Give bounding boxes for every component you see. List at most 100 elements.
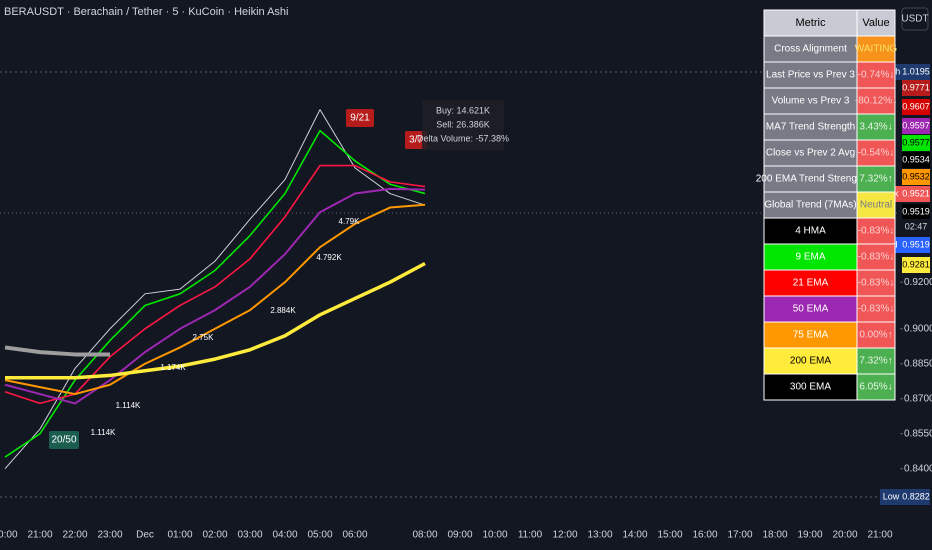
volume-label: 1.114K — [116, 401, 141, 410]
table-value: Neutral — [860, 200, 892, 211]
chart-header: BERAUSDT · Berachain / Tether · 5 · KuCo… — [4, 6, 289, 18]
x-tick-label: 14:00 — [622, 530, 647, 541]
price-label-bg — [902, 64, 930, 80]
x-tick-label: 11:00 — [518, 530, 543, 541]
tooltip-line: Sell: 26.386K — [436, 119, 490, 129]
table-metric: Last Price vs Prev 3 — [766, 70, 855, 81]
tooltip-line: Buy: 14.621K — [436, 105, 490, 115]
currency-label[interactable]: USDT — [901, 14, 928, 25]
price-label-bg — [902, 118, 930, 134]
x-tick-label: 16:00 — [692, 530, 717, 541]
price-label: 0.9532 — [902, 171, 930, 181]
signal-label: 9/21 — [350, 113, 370, 124]
price-label-bg — [902, 204, 930, 220]
signal-label: 20/50 — [51, 435, 76, 446]
x-tick-label: 21:00 — [867, 530, 892, 541]
price-label-bg — [902, 257, 930, 273]
table-value: -0.83%↓ — [858, 304, 895, 315]
x-tick-label: 18:00 — [762, 530, 787, 541]
price-label: 0.9607 — [902, 101, 930, 111]
y-tick-label: 0.8400 — [904, 463, 932, 474]
table-value: WAITING — [855, 44, 898, 55]
series-line — [4, 187, 426, 405]
price-tag-bg — [880, 489, 902, 505]
volume-label: 1.114K — [91, 428, 116, 437]
x-tick-label: 02:00 — [202, 530, 227, 541]
table-header: Metric — [796, 17, 826, 29]
x-tick-label: 23:00 — [97, 530, 122, 541]
x-tick-label: 12:00 — [552, 530, 577, 541]
price-label: 1.0195 — [902, 66, 930, 76]
table-value: -80.12%↓ — [855, 96, 897, 107]
x-tick-label: 20:00 — [832, 530, 857, 541]
price-label-bg — [902, 219, 930, 235]
tooltip-box — [422, 100, 504, 150]
y-tick-label: 0.8850 — [904, 358, 932, 369]
signal-box — [49, 431, 79, 449]
series-line — [4, 129, 426, 458]
table-metric-cell — [763, 373, 858, 401]
table-metric: 9 EMA — [795, 252, 825, 263]
table-value-cell — [856, 217, 896, 245]
price-label: 0.9521 — [902, 188, 930, 198]
table-metric: 200 EMA — [790, 356, 831, 367]
price-label-bg — [902, 169, 930, 185]
table-value: -0.83%↓ — [858, 252, 895, 263]
price-label-bg — [902, 135, 930, 151]
table-header-cell — [763, 9, 858, 37]
table-value-cell — [856, 61, 896, 89]
y-tick-label: 0.8550 — [904, 428, 932, 439]
table-value-cell — [856, 139, 896, 167]
price-label-bg — [902, 152, 930, 168]
price-label-bg — [902, 237, 930, 253]
x-tick-label: 05:00 — [307, 530, 332, 541]
table-value-cell — [856, 113, 896, 141]
table-value: 0.00%↑ — [859, 330, 892, 341]
price-label-bg — [902, 186, 930, 202]
table-metric-cell — [763, 165, 858, 193]
volume-label: 4.792K — [316, 253, 342, 262]
currency-button[interactable] — [901, 7, 929, 31]
x-tick-label: 08:00 — [412, 530, 437, 541]
x-tick-label: 13:00 — [587, 530, 612, 541]
volume-label: 2.884K — [270, 306, 296, 315]
table-value: -0.83%↓ — [858, 226, 895, 237]
x-tick-label: 09:00 — [447, 530, 472, 541]
table-metric: 75 EMA — [793, 330, 829, 341]
x-tick-label: 10:00 — [482, 530, 507, 541]
y-tick-label: 0.9200 — [904, 277, 932, 288]
y-tick-label: 0.8700 — [904, 393, 932, 404]
table-value: -0.74%↓ — [858, 70, 895, 81]
x-tick-label: 21:00 — [27, 530, 52, 541]
table-metric-cell — [763, 35, 858, 63]
table-header-cell — [856, 9, 896, 37]
table-metric: MA7 Trend Strength — [766, 122, 856, 133]
series-line — [4, 203, 426, 396]
volume-label: 4.79K — [339, 217, 361, 226]
table-value: 6.05%↓ — [859, 382, 892, 393]
x-tick-label: 20:00 — [0, 530, 18, 541]
x-tick-label: Dec — [136, 530, 154, 541]
tooltip-line: Delta Volume: -57.38% — [417, 133, 509, 143]
signal-label: 3/7 — [409, 135, 423, 146]
table-metric: Global Trend (7MAs) — [764, 200, 856, 211]
x-tick-label: 15:00 — [657, 530, 682, 541]
table-metric-cell — [763, 61, 858, 89]
price-label: 0.9519 — [902, 206, 930, 216]
price-label: 02:47 — [905, 221, 928, 231]
x-tick-label: 06:00 — [342, 530, 367, 541]
price-label-bg — [902, 489, 930, 505]
volume-label: 2.75K — [193, 333, 215, 342]
table-value: 7.32%↑ — [859, 174, 892, 185]
price-tag: Low — [883, 491, 900, 501]
x-tick-label: 01:00 — [167, 530, 192, 541]
table-metric-cell — [763, 113, 858, 141]
table-metric: 300 EMA — [790, 382, 831, 393]
price-label-bg — [902, 80, 930, 96]
table-header: Value — [862, 17, 889, 29]
price-label: 0.9771 — [902, 82, 930, 92]
price-label: 0.9281 — [902, 259, 930, 269]
table-value-cell — [856, 191, 896, 219]
